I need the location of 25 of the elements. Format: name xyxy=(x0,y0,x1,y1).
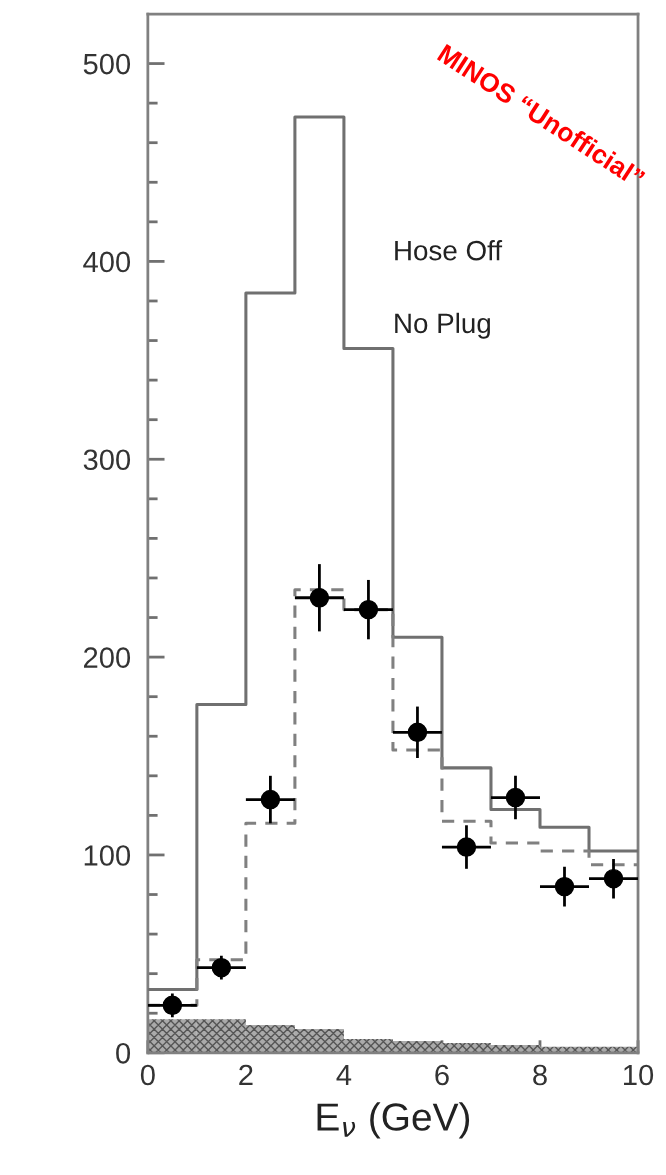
point xyxy=(407,722,428,743)
y-tick-label: 100 xyxy=(84,845,131,866)
point xyxy=(309,588,330,608)
point xyxy=(456,837,477,857)
point xyxy=(603,868,624,889)
y-tick-label: 500 xyxy=(83,53,131,75)
x-tick-label: 8 xyxy=(533,1064,547,1086)
x-tick-label: 4 xyxy=(336,1064,352,1086)
point xyxy=(505,787,526,808)
point xyxy=(162,995,183,1016)
x-tick-label: 2 xyxy=(239,1064,253,1086)
point xyxy=(358,599,379,620)
y-tick-label: 200 xyxy=(83,647,131,668)
y-tick-label: 300 xyxy=(83,449,131,471)
point xyxy=(260,789,281,810)
y-tick-label: 400 xyxy=(83,251,131,273)
annotation: No Plug xyxy=(395,312,490,339)
point xyxy=(554,876,575,897)
point xyxy=(211,958,232,978)
x-tick-label: 0 xyxy=(140,1064,155,1086)
annotation: Hose Off xyxy=(395,240,503,261)
x-tick-label: 6 xyxy=(435,1064,449,1086)
x-tick-label: 10 xyxy=(624,1064,654,1086)
y-tick-label: 0 xyxy=(116,1043,131,1064)
x-axis-title: E$_{ν}$ (GeV) xyxy=(317,1102,470,1139)
